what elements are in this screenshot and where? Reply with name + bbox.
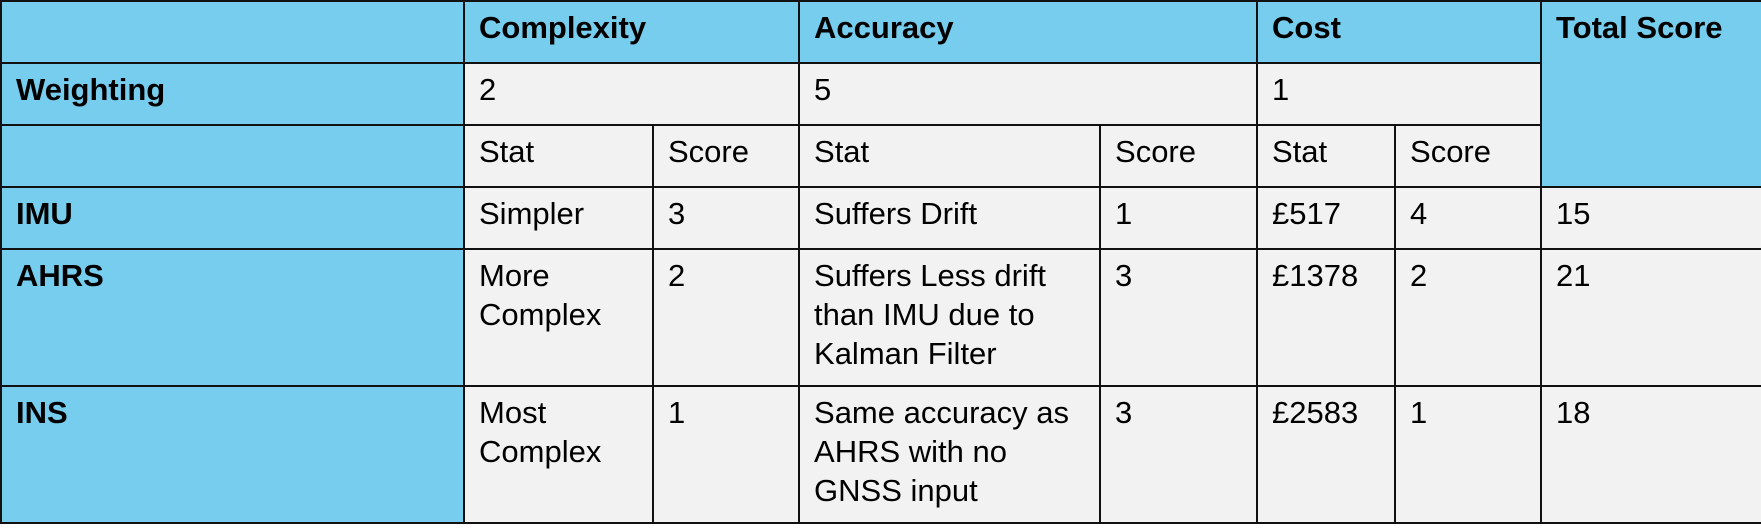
cost-header: Cost [1256,0,1543,64]
cost-score-cell: 2 [1394,248,1543,387]
complexity-score-cell: 3 [651,186,801,250]
row-label: INS [0,385,465,524]
cost-weight: 1 [1256,62,1543,126]
complexity-score-cell: 2 [651,248,801,387]
total-score-cell: 21 [1540,248,1761,387]
complexity-stat-subheader: Stat [463,124,654,188]
accuracy-weight: 5 [798,62,1259,126]
table-row-ahrs: AHRS More Complex 2 Suffers Less drift t… [0,248,1761,387]
cost-score-cell: 4 [1394,186,1543,250]
complexity-stat-cell: Simpler [463,186,654,250]
weighting-row: Weighting 2 5 1 [0,62,1761,126]
total-score-header: Total Score [1540,0,1761,188]
accuracy-stat-cell: Suffers Drift [798,186,1102,250]
subheader-row: Stat Score Stat Score Stat Score [0,124,1761,188]
accuracy-score-subheader: Score [1099,124,1259,188]
accuracy-score-cell: 3 [1099,385,1259,524]
total-score-cell: 15 [1540,186,1761,250]
cost-stat-subheader: Stat [1256,124,1397,188]
cost-stat-cell: £517 [1256,186,1397,250]
subheader-blank-cell [0,124,465,188]
complexity-score-cell: 1 [651,385,801,524]
complexity-stat-cell: More Complex [463,248,654,387]
accuracy-stat-cell: Suffers Less drift than IMU due to Kalma… [798,248,1102,387]
accuracy-header: Accuracy [798,0,1259,64]
cost-score-subheader: Score [1394,124,1543,188]
row-label: AHRS [0,248,465,387]
complexity-weight: 2 [462,62,801,126]
cost-stat-cell: £2583 [1256,385,1397,524]
table-row-ins: INS Most Complex 1 Same accuracy as AHRS… [0,385,1761,524]
cost-stat-cell: £1378 [1256,248,1397,387]
total-score-cell: 18 [1540,385,1761,524]
accuracy-stat-subheader: Stat [798,124,1102,188]
accuracy-stat-cell: Same accuracy as AHRS with no GNSS input [798,385,1102,524]
complexity-header: Complexity [462,0,801,64]
cost-score-cell: 1 [1394,385,1543,524]
row-label: IMU [0,186,465,250]
corner-cell [0,0,465,64]
complexity-score-subheader: Score [651,124,801,188]
accuracy-score-cell: 1 [1099,186,1259,250]
weighting-label: Weighting [0,62,465,126]
complexity-stat-cell: Most Complex [463,385,654,524]
table-row-imu: IMU Simpler 3 Suffers Drift 1 £517 4 15 [0,186,1761,250]
accuracy-score-cell: 3 [1099,248,1259,387]
header-row: Complexity Accuracy Cost Total Score [0,0,1761,188]
